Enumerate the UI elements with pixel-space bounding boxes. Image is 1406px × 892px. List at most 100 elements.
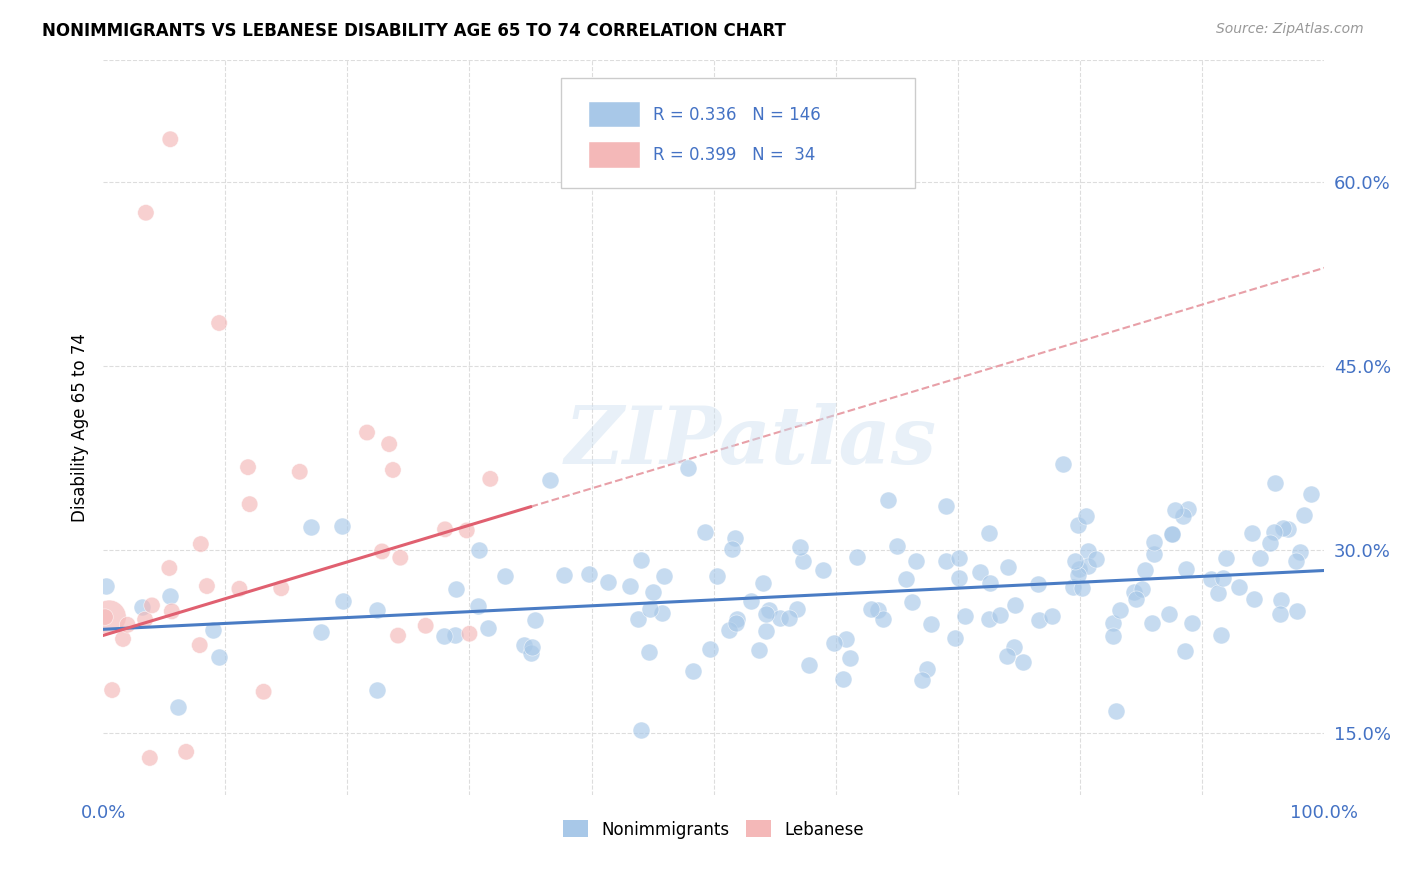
Point bbox=[948, 571, 970, 585]
Point bbox=[188, 638, 211, 652]
Point bbox=[378, 437, 401, 451]
Point bbox=[467, 599, 489, 614]
Point bbox=[174, 745, 197, 759]
Point bbox=[356, 425, 378, 440]
Point bbox=[638, 602, 661, 616]
Point bbox=[1052, 458, 1074, 472]
Point bbox=[905, 554, 928, 568]
Point bbox=[1004, 598, 1026, 612]
Point bbox=[953, 609, 976, 624]
Point bbox=[693, 525, 716, 540]
Point bbox=[553, 568, 575, 582]
Point bbox=[1123, 584, 1146, 599]
Point bbox=[845, 549, 868, 564]
Point bbox=[444, 628, 467, 642]
Point bbox=[920, 617, 942, 632]
Point bbox=[748, 643, 770, 657]
Point bbox=[270, 581, 292, 595]
FancyBboxPatch shape bbox=[589, 102, 640, 128]
Point bbox=[651, 606, 673, 620]
Point bbox=[117, 617, 139, 632]
Point bbox=[1105, 704, 1128, 718]
Point bbox=[1062, 580, 1084, 594]
Point bbox=[1294, 508, 1316, 523]
Text: Source: ZipAtlas.com: Source: ZipAtlas.com bbox=[1216, 22, 1364, 37]
Point bbox=[997, 649, 1019, 664]
Point bbox=[1171, 509, 1194, 524]
Point bbox=[721, 542, 744, 557]
Point bbox=[332, 594, 354, 608]
Point bbox=[112, 632, 135, 646]
Point bbox=[872, 612, 894, 626]
Point bbox=[911, 673, 934, 688]
Point bbox=[456, 524, 478, 538]
Point bbox=[468, 543, 491, 558]
Point bbox=[1263, 525, 1285, 540]
Point bbox=[96, 579, 118, 593]
Point bbox=[1002, 640, 1025, 654]
Point bbox=[139, 751, 162, 765]
Point bbox=[389, 550, 412, 565]
Point bbox=[101, 683, 124, 698]
Point bbox=[740, 594, 762, 608]
Point bbox=[366, 682, 388, 697]
Point bbox=[1012, 655, 1035, 669]
Point bbox=[839, 650, 862, 665]
Point bbox=[792, 553, 814, 567]
Point bbox=[1206, 586, 1229, 600]
Point bbox=[1102, 615, 1125, 630]
FancyBboxPatch shape bbox=[561, 78, 915, 188]
Text: R = 0.399   N =  34: R = 0.399 N = 34 bbox=[652, 146, 815, 164]
Point bbox=[311, 624, 333, 639]
Point bbox=[596, 574, 619, 589]
Point bbox=[578, 567, 600, 582]
Point bbox=[381, 463, 404, 477]
Point bbox=[1177, 501, 1199, 516]
Point bbox=[1143, 547, 1166, 561]
Point bbox=[1174, 562, 1197, 576]
Point bbox=[718, 623, 741, 637]
Point bbox=[758, 603, 780, 617]
Point bbox=[630, 723, 652, 737]
Point bbox=[1102, 629, 1125, 643]
Point bbox=[1258, 536, 1281, 550]
Point bbox=[935, 499, 957, 513]
Legend: Nonimmigrants, Lebanese: Nonimmigrants, Lebanese bbox=[557, 814, 870, 846]
Point bbox=[799, 657, 821, 672]
Point bbox=[141, 599, 163, 613]
Point bbox=[866, 602, 889, 616]
Point bbox=[682, 664, 704, 678]
Point bbox=[94, 610, 117, 624]
Point bbox=[1040, 608, 1063, 623]
Point bbox=[366, 603, 388, 617]
Point bbox=[1143, 534, 1166, 549]
Point bbox=[371, 544, 394, 558]
Point bbox=[1243, 592, 1265, 607]
Point bbox=[523, 614, 546, 628]
Point bbox=[1140, 616, 1163, 631]
Point bbox=[134, 613, 156, 627]
Point bbox=[935, 554, 957, 568]
Point bbox=[778, 611, 800, 625]
Text: ZIPatlas: ZIPatlas bbox=[564, 403, 936, 481]
Point bbox=[1249, 551, 1271, 566]
Point bbox=[433, 629, 456, 643]
Point bbox=[1130, 582, 1153, 596]
Point bbox=[1227, 580, 1250, 594]
Point bbox=[332, 519, 354, 533]
Point bbox=[1264, 475, 1286, 490]
Point bbox=[723, 531, 745, 545]
Point bbox=[1069, 562, 1091, 576]
Point bbox=[977, 526, 1000, 541]
Point bbox=[131, 600, 153, 615]
Point bbox=[859, 601, 882, 615]
Point bbox=[1067, 568, 1090, 582]
Point bbox=[458, 626, 481, 640]
Point bbox=[1299, 487, 1322, 501]
Point bbox=[239, 497, 262, 511]
Point bbox=[755, 624, 778, 638]
Point bbox=[901, 595, 924, 609]
Point bbox=[1070, 581, 1092, 595]
Point bbox=[494, 568, 516, 582]
Point bbox=[288, 465, 311, 479]
